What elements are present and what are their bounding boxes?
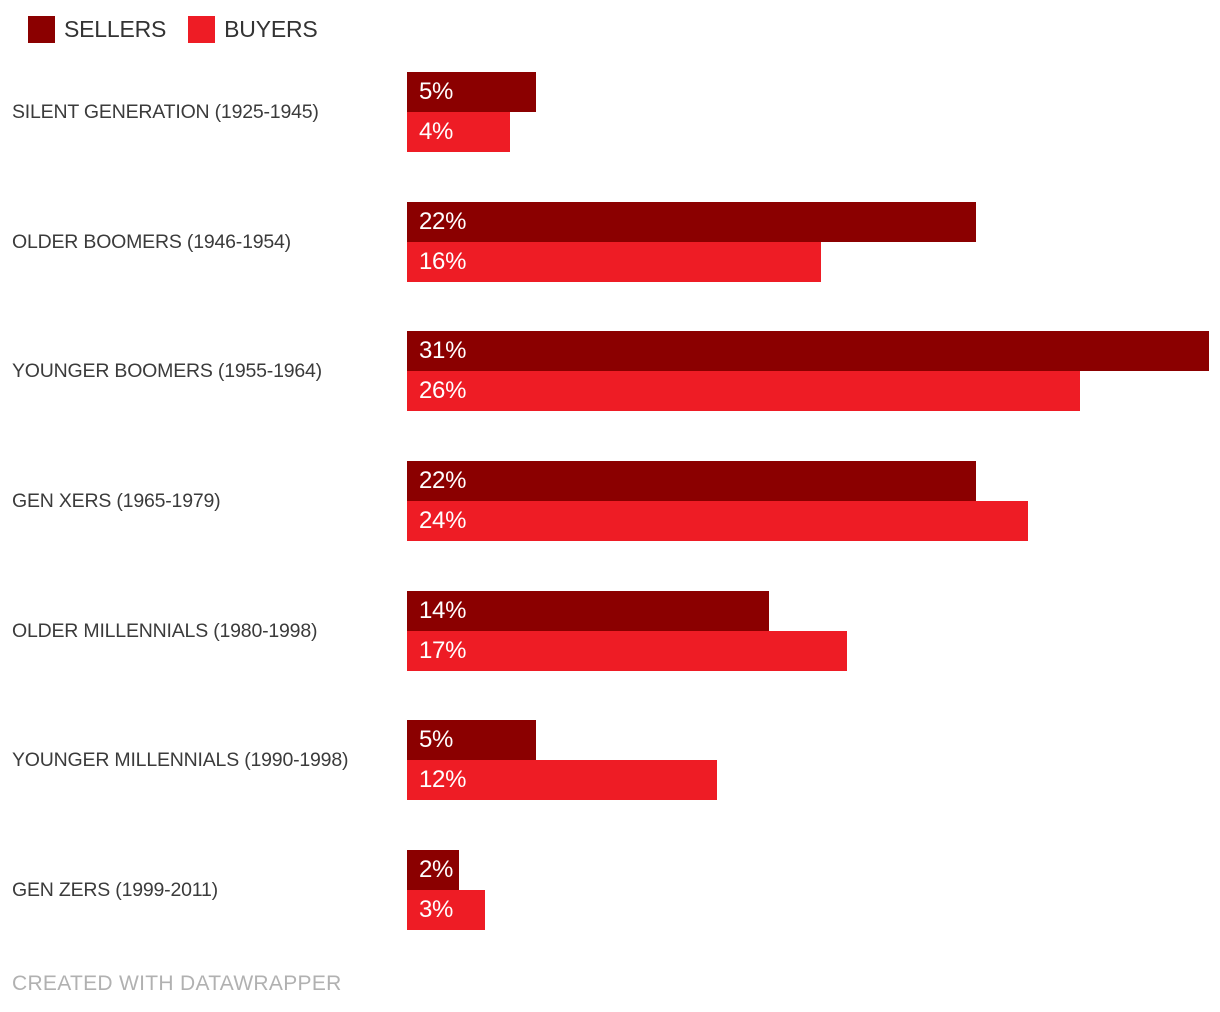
- sellers-bar: 5%: [407, 72, 537, 112]
- bar-group: 2% 3%: [407, 850, 1209, 930]
- bar-value-label: 5%: [419, 78, 454, 105]
- category-label: GEN ZERS (1999-2011): [12, 878, 218, 901]
- bar-value-label: 4%: [419, 118, 454, 145]
- buyers-bar: 17%: [407, 631, 847, 671]
- legend: SELLERS BUYERS: [28, 16, 318, 43]
- category-row: YOUNGER BOOMERS (1955-1964) 31% 26%: [0, 331, 1220, 411]
- bar-group: 5% 4%: [407, 72, 1209, 152]
- legend-item-sellers: SELLERS: [28, 16, 166, 43]
- category-row: GEN XERS (1965-1979) 22% 24%: [0, 461, 1220, 541]
- bar-value-label: 24%: [419, 507, 467, 534]
- category-label: OLDER MILLENNIALS (1980-1998): [12, 619, 318, 642]
- buyers-bar: 24%: [407, 501, 1028, 541]
- buyers-bar: 3%: [407, 890, 485, 930]
- bar-value-label: 31%: [419, 337, 467, 364]
- category-label: YOUNGER BOOMERS (1955-1964): [12, 359, 322, 382]
- bar-group: 5% 12%: [407, 720, 1209, 800]
- sellers-bar: 5%: [407, 720, 537, 760]
- bar-value-label: 16%: [419, 248, 467, 275]
- bar-value-label: 12%: [419, 766, 467, 793]
- bar-value-label: 14%: [419, 597, 467, 624]
- buyers-bar: 26%: [407, 371, 1080, 411]
- category-row: OLDER BOOMERS (1946-1954) 22% 16%: [0, 202, 1220, 282]
- bar-group: 31% 26%: [407, 331, 1209, 411]
- legend-item-buyers: BUYERS: [188, 16, 318, 43]
- bar-value-label: 22%: [419, 208, 467, 235]
- category-label: YOUNGER MILLENNIALS (1990-1998): [12, 748, 349, 771]
- category-row: SILENT GENERATION (1925-1945) 5% 4%: [0, 72, 1220, 152]
- bar-group: 14% 17%: [407, 591, 1209, 671]
- bar-value-label: 2%: [419, 856, 454, 883]
- sellers-bar: 31%: [407, 331, 1209, 371]
- sellers-bar: 22%: [407, 461, 977, 501]
- legend-label: SELLERS: [64, 16, 167, 42]
- category-label: SILENT GENERATION (1925-1945): [12, 100, 319, 123]
- bar-value-label: 17%: [419, 637, 467, 664]
- sellers-bar: 14%: [407, 591, 770, 631]
- bar-value-label: 3%: [419, 896, 454, 923]
- category-row: GEN ZERS (1999-2011) 2% 3%: [0, 850, 1220, 930]
- datawrapper-credit: CREATED WITH DATAWRAPPER: [12, 972, 342, 995]
- sellers-bar: 22%: [407, 202, 977, 242]
- legend-label: BUYERS: [224, 16, 318, 42]
- category-label: OLDER BOOMERS (1946-1954): [12, 230, 291, 253]
- bar-group: 22% 16%: [407, 202, 1209, 282]
- bar-value-label: 5%: [419, 726, 454, 753]
- sellers-bar: 2%: [407, 850, 459, 890]
- category-row: OLDER MILLENNIALS (1980-1998) 14% 17%: [0, 591, 1220, 671]
- category-row: YOUNGER MILLENNIALS (1990-1998) 5% 12%: [0, 720, 1220, 800]
- buyers-bar: 16%: [407, 242, 821, 282]
- buyers-bar: 4%: [407, 112, 511, 152]
- legend-swatch-icon: [188, 16, 216, 43]
- legend-swatch-icon: [28, 16, 55, 43]
- bar-group: 22% 24%: [407, 461, 1209, 541]
- category-label: GEN XERS (1965-1979): [12, 489, 221, 512]
- buyers-bar: 12%: [407, 760, 718, 800]
- bar-value-label: 22%: [419, 467, 467, 494]
- bar-value-label: 26%: [419, 377, 467, 404]
